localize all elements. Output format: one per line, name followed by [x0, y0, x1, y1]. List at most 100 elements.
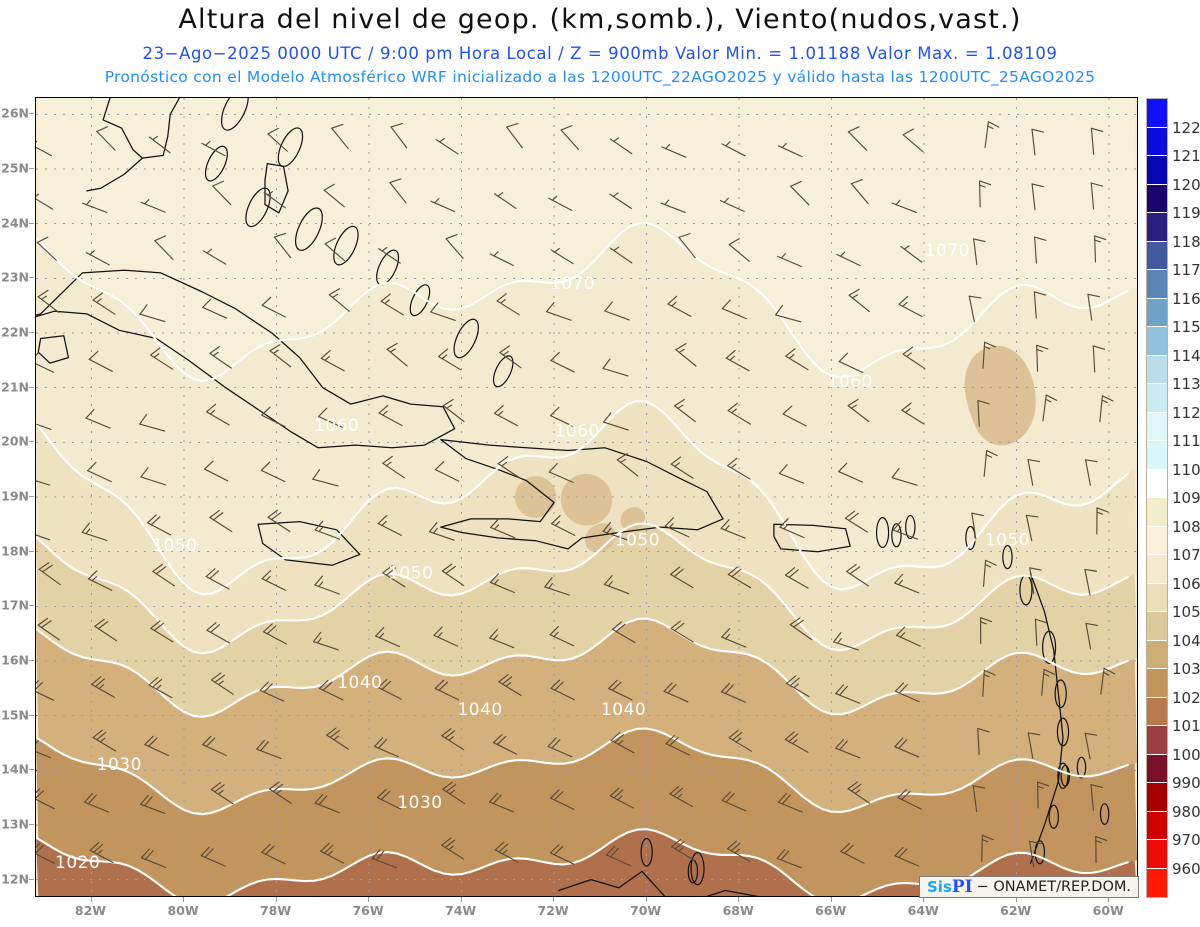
contour-label: 1040: [457, 700, 502, 720]
map-canvas: 1070 1070 1060 1060 1060 1050 1050 1050 1050 1040…: [36, 98, 1137, 896]
logo-organization: − ONAMET/REP.DOM.: [976, 879, 1132, 895]
lon-tick: [1108, 897, 1109, 902]
colorbar-band: [1147, 868, 1167, 897]
graticule-layer: [36, 98, 1137, 896]
colorbar-band: [1147, 612, 1167, 641]
colorbar-band: [1147, 555, 1167, 584]
contour-layer: [36, 221, 1129, 896]
wind-barb-layer: [36, 121, 1116, 869]
lat-tick-label: 15N: [1, 707, 29, 723]
contour-label: 1060: [314, 416, 359, 436]
colorbar-band: [1147, 213, 1167, 242]
lon-tick-label: 76W: [352, 903, 384, 918]
lat-tick: [29, 441, 34, 442]
colorbar-band: [1147, 783, 1167, 812]
colorbar-band: [1147, 697, 1167, 726]
page-title: Altura del nivel de geop. (km,somb.), Vi…: [178, 4, 1022, 35]
lon-tick: [1016, 897, 1017, 902]
lat-tick: [29, 879, 34, 880]
lon-tick-label: 78W: [259, 903, 292, 918]
colorbar-band: [1147, 99, 1167, 128]
colorbar-band: [1147, 583, 1167, 612]
lat-tick-label: 21N: [1, 379, 29, 395]
colorbar[interactable]: [1146, 98, 1168, 898]
colorbar-band: [1147, 526, 1167, 555]
contour-label: 1070: [550, 274, 595, 294]
colorbar-band: [1147, 184, 1167, 213]
contour-label: 1050: [985, 531, 1030, 551]
lat-tick: [29, 113, 34, 114]
colorbar-tick-label: 1170: [1172, 261, 1200, 279]
lat-tick: [29, 824, 34, 825]
lat-tick-label: 14N: [1, 761, 29, 777]
lon-tick-label: 74W: [445, 903, 477, 918]
contour-label: 1060: [555, 421, 600, 441]
colorbar-tick-label: 1070: [1172, 546, 1200, 564]
lat-tick-label: 20N: [1, 433, 29, 449]
contour-label: 1050: [152, 536, 197, 556]
lat-tick: [29, 715, 34, 716]
lat-tick: [29, 551, 34, 552]
lon-tick: [553, 897, 554, 902]
lon-tick-label: 82W: [74, 903, 107, 918]
colorbar-tick-label: 970: [1172, 831, 1200, 849]
colorbar-band: [1147, 726, 1167, 755]
lat-tick: [29, 496, 34, 497]
lon-tick-label: 70W: [630, 903, 662, 918]
colorbar-tick-label: 1150: [1172, 318, 1200, 336]
colorbar-tick-label: 1050: [1172, 603, 1200, 621]
lat-tick: [29, 387, 34, 388]
subtitle-line-1: 23−Ago−2025 0000 UTC / 9:00 pm Hora Loca…: [142, 44, 1058, 63]
colorbar-tick-label: 1180: [1172, 232, 1200, 251]
coastline-layer: [36, 98, 1110, 896]
colorbar-tick-label: 1140: [1172, 346, 1200, 365]
logo-brand-prefix: Sis: [927, 878, 952, 896]
lat-tick: [29, 605, 34, 606]
contour-label: 1050: [615, 531, 660, 551]
contour-label-layer: 1070 1070 1060 1060 1060 1050 1050 1050 1050 1040…: [55, 241, 1030, 873]
attribution-logo: Sis PI − ONAMET/REP.DOM.: [919, 876, 1140, 898]
colorbar-band: [1147, 441, 1167, 470]
contour-label: 1040: [337, 673, 382, 693]
colorbar-tick-label: 1080: [1172, 517, 1200, 536]
lat-tick: [29, 277, 34, 278]
lon-tick-label: 64W: [907, 903, 939, 918]
lon-tick: [831, 897, 832, 902]
map-plot-area[interactable]: 1070 1070 1060 1060 1060 1050 1050 1050 1050 1040…: [35, 97, 1138, 897]
shaded-geopotential-layer: [36, 98, 1137, 896]
contour-label: 1030: [397, 793, 442, 813]
contour-label: 1030: [97, 755, 142, 775]
lon-tick-label: 60W: [1092, 903, 1124, 918]
lat-tick: [29, 223, 34, 224]
colorbar-tick-label: 1160: [1172, 289, 1200, 308]
colorbar-tick-label: 1200: [1172, 175, 1200, 194]
colorbar-tick-label: 1000: [1172, 745, 1200, 764]
colorbar-band: [1147, 412, 1167, 441]
colorbar-band: [1147, 127, 1167, 156]
colorbar-band: [1147, 811, 1167, 840]
colorbar-band: [1147, 327, 1167, 356]
colorbar-tick-label: 960: [1172, 859, 1200, 878]
contour-label: 1060: [828, 372, 873, 392]
lat-tick-label: 13N: [1, 816, 29, 832]
colorbar-tick-label: 1090: [1172, 489, 1200, 507]
colorbar-band: [1147, 840, 1167, 869]
contour-label: 1070: [925, 241, 970, 261]
colorbar-tick-label: 990: [1172, 774, 1200, 792]
colorbar-tick-label: 1130: [1172, 375, 1200, 393]
lat-tick: [29, 769, 34, 770]
colorbar-tick-label: 1030: [1172, 660, 1200, 678]
colorbar-band: [1147, 669, 1167, 698]
lon-tick: [368, 897, 369, 902]
lat-tick-label: 19N: [1, 488, 29, 504]
lat-tick-label: 24N: [1, 215, 29, 231]
lon-tick-label: 80W: [167, 903, 199, 918]
lon-tick-label: 68W: [722, 903, 754, 918]
colorbar-band: [1147, 241, 1167, 270]
lon-tick: [646, 897, 647, 902]
lat-tick-label: 17N: [1, 597, 29, 613]
